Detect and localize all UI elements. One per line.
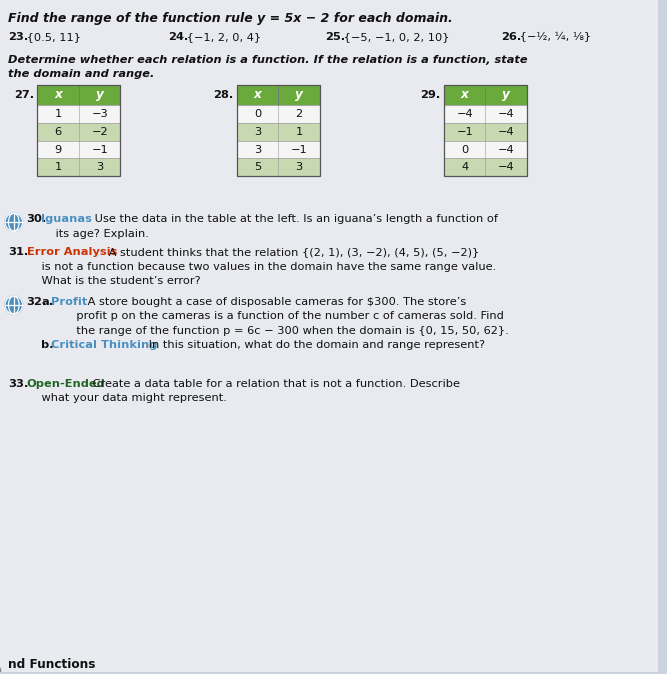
- Text: {−½, ¼, ⅛}: {−½, ¼, ⅛}: [516, 32, 591, 42]
- Text: 3: 3: [295, 162, 303, 173]
- Text: Iguanas: Iguanas: [41, 214, 92, 224]
- Text: Open-Ended: Open-Ended: [27, 379, 105, 389]
- FancyBboxPatch shape: [444, 85, 527, 104]
- Text: the domain and range.: the domain and range.: [8, 69, 154, 80]
- Text: Use the data in the table at the left. Is an iguana’s length a function of: Use the data in the table at the left. I…: [91, 214, 498, 224]
- Circle shape: [5, 296, 23, 314]
- Text: 26.: 26.: [501, 32, 522, 42]
- Text: x: x: [461, 88, 469, 101]
- Text: Create a data table for a relation that is not a function. Describe: Create a data table for a relation that …: [89, 379, 460, 389]
- FancyBboxPatch shape: [37, 158, 120, 177]
- Text: In this situation, what do the domain and range represent?: In this situation, what do the domain an…: [145, 340, 485, 350]
- Text: 1: 1: [295, 127, 303, 137]
- Text: What is the student’s error?: What is the student’s error?: [27, 276, 200, 286]
- Text: what your data might represent.: what your data might represent.: [27, 393, 227, 403]
- Text: profit p on the cameras is a function of the number c of cameras sold. Find: profit p on the cameras is a function of…: [51, 311, 504, 321]
- FancyBboxPatch shape: [37, 85, 120, 104]
- FancyBboxPatch shape: [237, 104, 319, 123]
- Circle shape: [5, 213, 23, 231]
- Text: 5: 5: [254, 162, 261, 173]
- FancyBboxPatch shape: [237, 85, 319, 104]
- FancyBboxPatch shape: [37, 141, 120, 158]
- Text: is not a function because two values in the domain have the same range value.: is not a function because two values in …: [27, 262, 496, 272]
- Text: y: y: [295, 88, 303, 101]
- FancyBboxPatch shape: [444, 141, 527, 158]
- Text: 33.: 33.: [8, 379, 28, 389]
- Text: −4: −4: [498, 162, 514, 173]
- Text: −4: −4: [498, 144, 514, 154]
- Text: 29.: 29.: [420, 90, 441, 100]
- Text: −1: −1: [91, 144, 108, 154]
- Text: −4: −4: [456, 109, 473, 119]
- Text: the range of the function p = 6c − 300 when the domain is {0, 15, 50, 62}.: the range of the function p = 6c − 300 w…: [51, 326, 509, 336]
- Text: x: x: [54, 88, 62, 101]
- Text: Find the range of the function rule y = 5x − 2 for each domain.: Find the range of the function rule y = …: [8, 12, 453, 25]
- FancyBboxPatch shape: [237, 158, 319, 177]
- Text: 0: 0: [461, 144, 468, 154]
- Text: 9: 9: [55, 144, 62, 154]
- FancyBboxPatch shape: [237, 141, 319, 158]
- Text: A student thinks that the relation {(2, 1), (3, −2), (4, 5), (5, −2)}: A student thinks that the relation {(2, …: [105, 247, 479, 257]
- FancyBboxPatch shape: [444, 158, 527, 177]
- Text: {0.5, 11}: {0.5, 11}: [23, 32, 81, 42]
- Text: 4: 4: [461, 162, 468, 173]
- Text: 30.: 30.: [27, 214, 47, 224]
- FancyBboxPatch shape: [444, 104, 527, 123]
- Text: −4: −4: [498, 127, 514, 137]
- Text: Profit: Profit: [51, 297, 87, 307]
- Text: 27.: 27.: [14, 90, 34, 100]
- Text: 23.: 23.: [8, 32, 28, 42]
- Text: its age? Explain.: its age? Explain.: [41, 228, 149, 239]
- Text: 1: 1: [55, 109, 62, 119]
- Text: {−1, 2, 0, 4}: {−1, 2, 0, 4}: [183, 32, 261, 42]
- Text: Error Analysis: Error Analysis: [27, 247, 117, 257]
- FancyBboxPatch shape: [237, 123, 319, 141]
- Text: 32.: 32.: [27, 297, 47, 307]
- FancyBboxPatch shape: [37, 123, 120, 141]
- Text: 3: 3: [254, 127, 261, 137]
- FancyBboxPatch shape: [444, 123, 527, 141]
- Text: 2: 2: [295, 109, 303, 119]
- Text: Critical Thinking: Critical Thinking: [51, 340, 157, 350]
- Text: x: x: [253, 88, 261, 101]
- Text: 6: 6: [55, 127, 62, 137]
- Text: 28.: 28.: [213, 90, 233, 100]
- Text: −1: −1: [291, 144, 307, 154]
- Text: {−5, −1, 0, 2, 10}: {−5, −1, 0, 2, 10}: [340, 32, 450, 42]
- Text: 1: 1: [55, 162, 62, 173]
- Text: 3: 3: [96, 162, 103, 173]
- Text: −2: −2: [91, 127, 108, 137]
- Text: −3: −3: [91, 109, 108, 119]
- Text: a.: a.: [41, 297, 53, 307]
- Text: A store bought a case of disposable cameras for $300. The store’s: A store bought a case of disposable came…: [84, 297, 466, 307]
- Text: y: y: [96, 88, 103, 101]
- FancyBboxPatch shape: [37, 104, 120, 123]
- Text: b.: b.: [41, 340, 54, 350]
- Text: nd Functions: nd Functions: [8, 658, 95, 671]
- Text: 25.: 25.: [325, 32, 346, 42]
- Text: 0: 0: [254, 109, 261, 119]
- Text: Determine whether each relation is a function. If the relation is a function, st: Determine whether each relation is a fun…: [8, 55, 528, 65]
- Text: y: y: [502, 88, 510, 101]
- Text: 3: 3: [254, 144, 261, 154]
- Text: −4: −4: [498, 109, 514, 119]
- Text: 24.: 24.: [167, 32, 188, 42]
- Text: 31.: 31.: [8, 247, 28, 257]
- Text: −1: −1: [456, 127, 473, 137]
